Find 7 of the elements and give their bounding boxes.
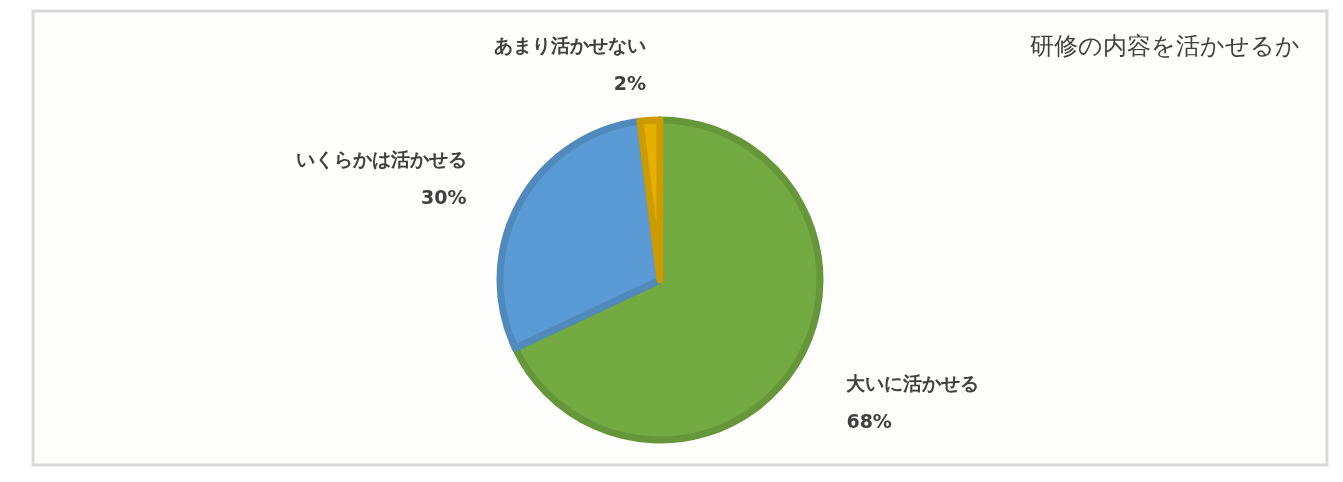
- data-label: 68%: [846, 410, 892, 433]
- data-label: 30%: [421, 185, 467, 208]
- slice-label: いくらかは活かせる: [295, 147, 467, 170]
- slice-label: 大いに活かせる: [846, 372, 980, 395]
- text: 研修の内容を活かせるか: [1030, 32, 1300, 60]
- data-label: 2%: [613, 71, 647, 94]
- slice-label: あまり活かせない: [494, 33, 647, 56]
